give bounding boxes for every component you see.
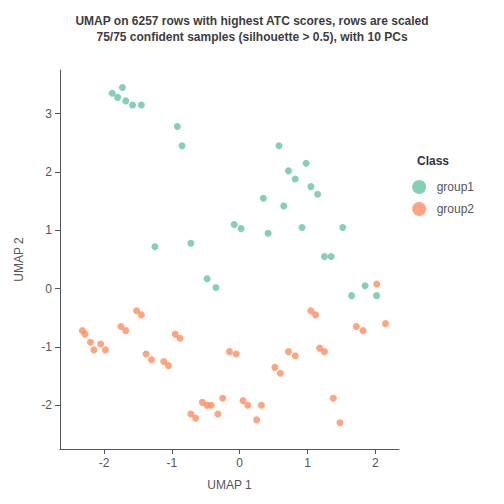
svg-text:group1: group1 xyxy=(437,180,475,194)
svg-text:-2: -2 xyxy=(41,398,52,412)
svg-text:3: 3 xyxy=(45,107,52,121)
svg-text:2: 2 xyxy=(372,456,379,470)
svg-text:1: 1 xyxy=(45,223,52,237)
svg-text:-1: -1 xyxy=(167,456,178,470)
svg-text:UMAP 1: UMAP 1 xyxy=(207,478,252,492)
svg-text:0: 0 xyxy=(45,282,52,296)
svg-text:1: 1 xyxy=(304,456,311,470)
svg-text:-2: -2 xyxy=(99,456,110,470)
svg-text:75/75 confident samples (silho: 75/75 confident samples (silhouette > 0.… xyxy=(96,30,407,44)
svg-text:-1: -1 xyxy=(41,340,52,354)
svg-text:2: 2 xyxy=(45,165,52,179)
svg-text:group2: group2 xyxy=(437,202,475,216)
svg-text:Class: Class xyxy=(417,154,449,168)
svg-text:UMAP 2: UMAP 2 xyxy=(12,237,26,282)
svg-text:0: 0 xyxy=(236,456,243,470)
svg-text:UMAP on 6257 rows with highest: UMAP on 6257 rows with highest ATC score… xyxy=(75,14,428,28)
